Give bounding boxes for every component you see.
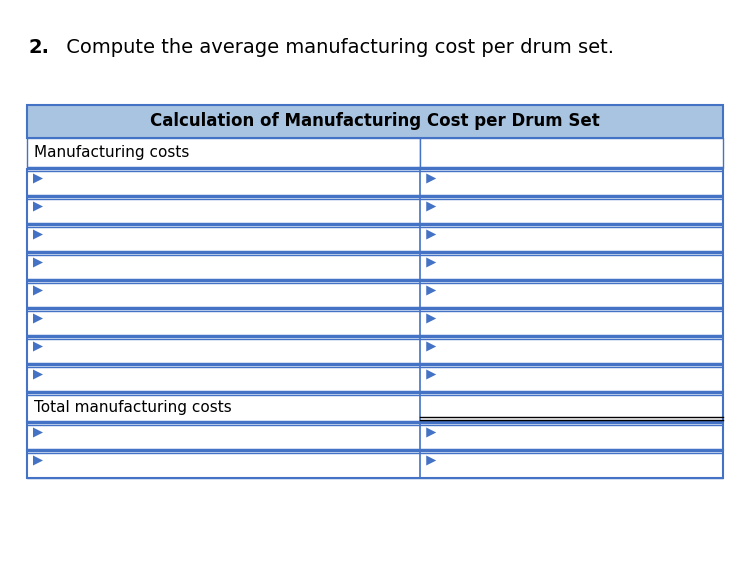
Bar <box>420 168 723 196</box>
Bar <box>420 196 723 224</box>
Polygon shape <box>426 201 436 211</box>
Bar <box>27 336 420 364</box>
Bar <box>420 280 723 308</box>
Polygon shape <box>426 230 436 239</box>
Text: Calculation of Manufacturing Cost per Drum Set: Calculation of Manufacturing Cost per Dr… <box>150 113 600 130</box>
Bar <box>420 422 723 450</box>
Polygon shape <box>426 370 436 380</box>
Text: Manufacturing costs: Manufacturing costs <box>34 145 189 161</box>
Bar <box>27 168 420 196</box>
Polygon shape <box>426 342 436 352</box>
Bar <box>27 392 420 422</box>
Bar <box>27 196 420 224</box>
Text: Compute the average manufacturing cost per drum set.: Compute the average manufacturing cost p… <box>60 38 614 57</box>
Bar <box>27 224 420 252</box>
Polygon shape <box>33 456 43 465</box>
Bar <box>420 364 723 392</box>
Polygon shape <box>33 342 43 352</box>
Polygon shape <box>426 173 436 183</box>
Polygon shape <box>33 230 43 239</box>
Text: Total manufacturing costs: Total manufacturing costs <box>34 399 232 415</box>
Bar <box>27 422 420 450</box>
Bar <box>420 450 723 478</box>
Polygon shape <box>33 173 43 183</box>
Bar <box>420 392 723 422</box>
Bar <box>27 105 723 138</box>
Polygon shape <box>426 286 436 296</box>
Polygon shape <box>426 314 436 324</box>
Polygon shape <box>33 370 43 380</box>
Bar <box>27 138 420 168</box>
Polygon shape <box>33 427 43 437</box>
Bar <box>27 450 420 478</box>
Polygon shape <box>426 258 436 267</box>
Polygon shape <box>33 258 43 267</box>
Bar <box>27 252 420 280</box>
Polygon shape <box>33 201 43 211</box>
Bar <box>27 280 420 308</box>
Bar <box>420 336 723 364</box>
Bar <box>420 252 723 280</box>
Polygon shape <box>33 314 43 324</box>
Polygon shape <box>426 456 436 465</box>
Polygon shape <box>426 427 436 437</box>
Bar <box>27 308 420 336</box>
Bar <box>420 138 723 168</box>
Polygon shape <box>33 286 43 296</box>
Bar <box>27 364 420 392</box>
Bar <box>420 224 723 252</box>
Bar <box>420 308 723 336</box>
Text: 2.: 2. <box>28 38 49 57</box>
